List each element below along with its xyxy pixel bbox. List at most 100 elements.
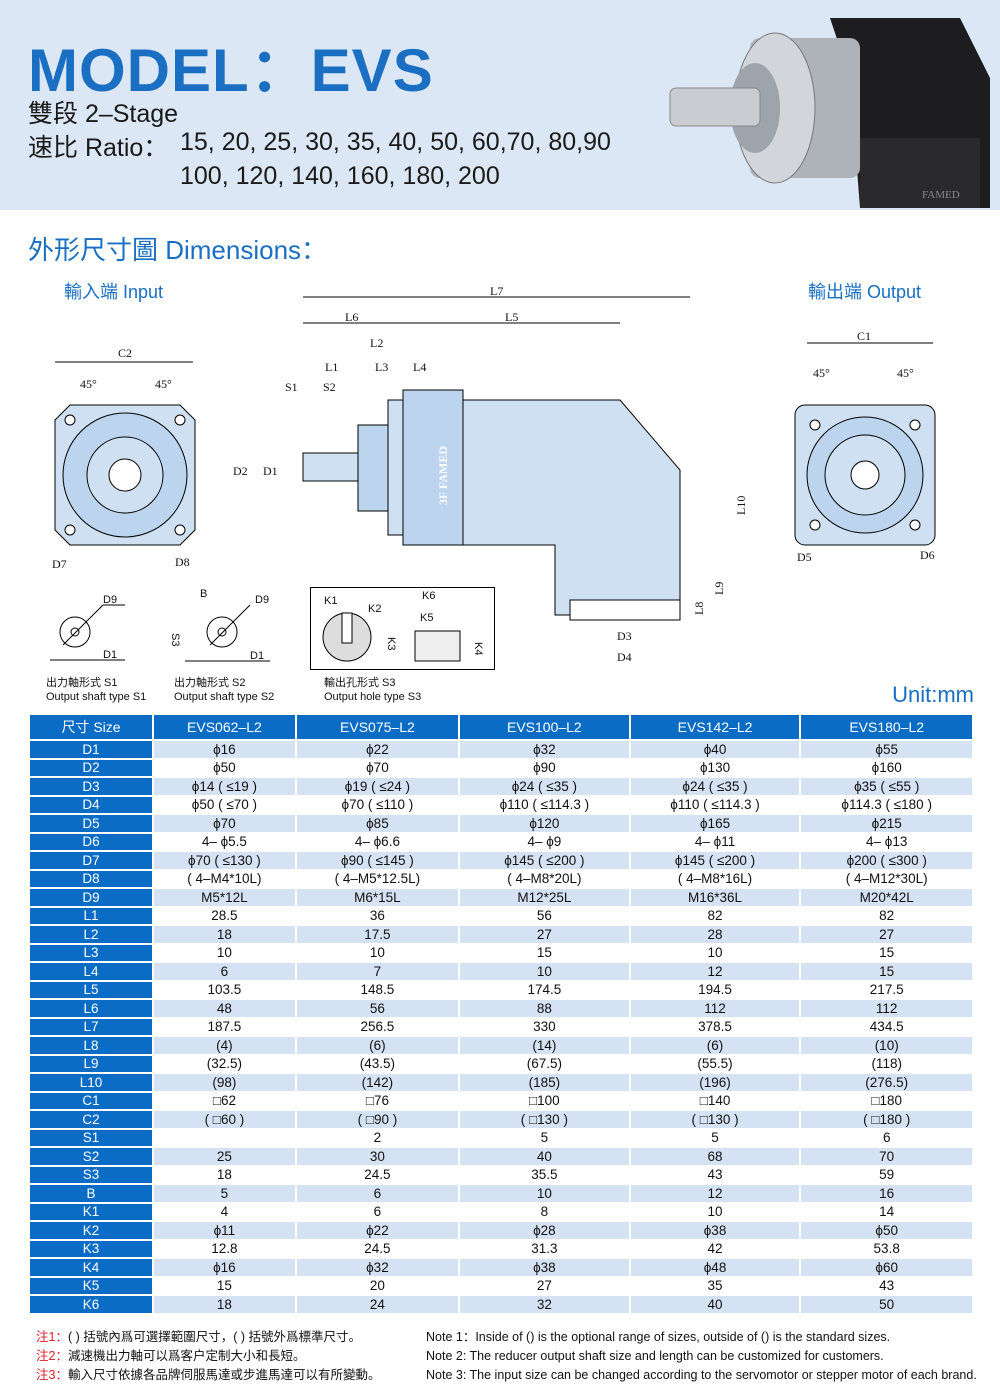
table-cell: □100: [460, 1093, 629, 1111]
s3-k4: K4: [472, 642, 484, 655]
table-row: C2( □60 )( □90 )( □130 )( □130 )( □180 ): [30, 1111, 972, 1130]
row-label: L10: [30, 1074, 152, 1093]
row-label: C2: [30, 1111, 152, 1130]
caption-s3: 輸出孔形式 S3 Output hole type S3: [324, 676, 421, 704]
row-label: K1: [30, 1203, 152, 1222]
dim-d3: D3: [617, 629, 632, 643]
dim-45d: 45°: [897, 366, 914, 380]
brand-mark: 3F FAMED: [436, 446, 450, 505]
row-label: D4: [30, 796, 152, 815]
row-label: D6: [30, 833, 152, 852]
table-row: D2 ϕ50 ϕ70 ϕ90 ϕ130 ϕ160: [30, 759, 972, 778]
table-row: K6 18 24 32 40 50: [30, 1296, 972, 1315]
table-cell: 88: [460, 1000, 629, 1019]
table-cell: ϕ165: [630, 815, 800, 834]
table-row: L2 18 17.5 27 28 27: [30, 926, 972, 945]
table-cell: M20*42L: [801, 889, 972, 908]
table-cell: 28.5: [154, 908, 295, 926]
table-cell: M5*12L: [154, 889, 295, 908]
s2-d1: D1: [250, 650, 264, 662]
table-cell: ϕ145 ( ≤200 ): [630, 852, 800, 871]
dimensions-table: 尺寸 Size EVS062–L2 EVS075–L2 EVS100–L2 EVS142…: [28, 715, 974, 1315]
dim-l4: L4: [413, 360, 426, 374]
table-cell: 30: [296, 1148, 459, 1167]
row-label: S3: [30, 1166, 152, 1185]
table-cell: 70: [801, 1148, 972, 1167]
table-cell: ϕ50: [801, 1222, 972, 1241]
table-cell: 18: [154, 1167, 295, 1185]
ratio-label: 速比 Ratio：: [28, 134, 169, 162]
table-cell: ( 4–M12*30L): [801, 871, 972, 889]
table-cell: ϕ38: [460, 1259, 629, 1278]
table-cell: ϕ70: [154, 815, 295, 834]
table-cell: (32.5): [154, 1056, 295, 1074]
table-cell: M16*36L: [630, 889, 800, 908]
table-cell: 35: [630, 1278, 800, 1296]
table-cell: ϕ24 ( ≤35 ): [630, 778, 800, 797]
input-label: 輸入端 Input: [64, 282, 164, 302]
table-cell: 56: [296, 1000, 459, 1019]
dim-s2: S2: [323, 380, 336, 394]
s3-k6: K6: [422, 590, 435, 602]
table-cell: ϕ85: [296, 815, 459, 834]
row-label: D3: [30, 778, 152, 797]
table-cell: 10: [630, 1204, 800, 1222]
note-en: Note 1：Inside of () is the optional rang…: [426, 1330, 891, 1344]
table-row: L8 (4) (6) (14) (6) (10): [30, 1037, 972, 1056]
s2-d9: D9: [255, 594, 269, 606]
table-cell: ϕ16: [154, 741, 295, 760]
table-row: K5 15 20 27 35 43: [30, 1277, 972, 1296]
table-cell: 40: [630, 1296, 800, 1315]
table-cell: 4– ϕ6.6: [296, 834, 459, 852]
table-cell: 256.5: [296, 1019, 459, 1037]
table-row: L5 103.5 148.5 174.5 194.5 217.5: [30, 981, 972, 1000]
row-label: L8: [30, 1037, 152, 1056]
table-cell: ( 4–M4*10L): [154, 871, 295, 889]
row-label: S1: [30, 1129, 152, 1148]
row-label: L5: [30, 981, 152, 1000]
output-label: 輸出端 Output: [808, 282, 922, 302]
table-cell: (142): [296, 1074, 459, 1093]
table-cell: 434.5: [801, 1019, 972, 1037]
table-cell: 10: [154, 945, 295, 963]
table-row: D8( 4–M4*10L)( 4–M5*12.5L)( 4–M8*20L)( 4…: [30, 870, 972, 889]
table-cell: ( 4–M5*12.5L): [296, 871, 459, 889]
table-cell: ϕ50 ( ≤70 ): [154, 797, 295, 815]
table-cell: (55.5): [630, 1056, 800, 1074]
s3-k3: K3: [385, 637, 397, 650]
row-label: D9: [30, 889, 152, 908]
s3-k1: K1: [324, 595, 337, 607]
table-cell: 82: [801, 908, 972, 926]
table-cell: (6): [630, 1037, 800, 1056]
row-label: D8: [30, 870, 152, 889]
table-cell: 17.5: [296, 926, 459, 945]
table-cell: ϕ90: [460, 760, 629, 778]
table-cell: 18: [154, 926, 295, 945]
column-header-model: EVS075–L2: [296, 715, 459, 741]
table-row: D4 ϕ50 ( ≤70 ) ϕ70 ( ≤110 ) ϕ110 ( ≤114.3 )…: [30, 796, 972, 815]
table-cell: ϕ28: [460, 1222, 629, 1241]
table-row: K1 4 6 8 10 14: [30, 1203, 972, 1222]
table-cell: 7: [296, 963, 459, 982]
s2-s3: S3: [169, 633, 181, 646]
table-row: S3 18 24.5 35.5 43 59: [30, 1166, 972, 1185]
table-cell: 43: [630, 1167, 800, 1185]
dim-c1: C1: [857, 329, 871, 343]
table-cell: ϕ24 ( ≤35 ): [460, 778, 629, 797]
column-header-size: 尺寸 Size: [30, 715, 152, 741]
product-image: FAMED: [669, 18, 990, 208]
dim-d4: D4: [617, 650, 632, 664]
side-view-drawing: L7 L6 L5 L2 L1 L3 L4 S1 S2 D2 D1 3F FAME…: [233, 285, 748, 664]
table-cell: 42: [630, 1241, 800, 1259]
table-cell: 217.5: [801, 982, 972, 1000]
table-cell: 4– ϕ11: [630, 834, 800, 852]
dim-l6: L6: [345, 310, 358, 324]
table-cell: 112: [630, 1000, 800, 1019]
table-cell: 8: [460, 1204, 629, 1222]
table-cell: □62: [154, 1093, 295, 1111]
column-header-model: EVS180–L2: [801, 715, 972, 741]
table-cell: (14): [460, 1037, 629, 1056]
table-cell: ( □60 ): [154, 1111, 295, 1130]
table-cell: 4– ϕ9: [460, 834, 629, 852]
table-row: S1 2 5 5 6: [30, 1129, 972, 1148]
